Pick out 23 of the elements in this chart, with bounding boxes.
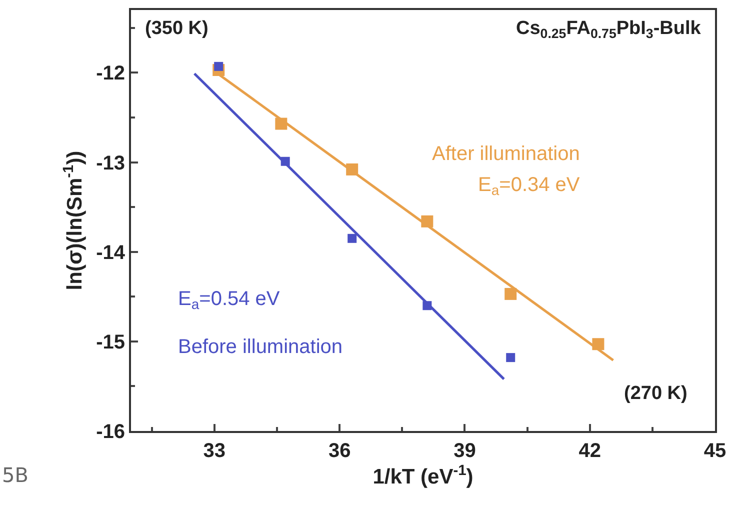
y-tick-label: -15 (96, 331, 125, 354)
text: Cs$_{0.25}$FA$_{0.75}$PbI$_{3}$-Bulk (516, 18, 702, 41)
x-axis-title: 1/kT (eV$^{-1}$) (372, 462, 474, 489)
point (506, 353, 516, 362)
y-tick-label: -12 (96, 62, 125, 85)
x-tick-label: 45 (704, 440, 726, 462)
annotation: E$_{a}$=0.54 eV (178, 288, 280, 312)
x-tick-label: 36 (328, 440, 351, 462)
annotation: Before illumination (178, 336, 343, 358)
annotation: (350 K) (145, 18, 208, 39)
y-tick-label: -13 (96, 152, 125, 174)
x-tick-label: 39 (454, 440, 476, 462)
y-tick-label: -14 (96, 242, 126, 264)
point (348, 234, 357, 243)
text: 5B (2, 463, 28, 487)
annotation: After illumination (432, 143, 580, 165)
point (214, 62, 224, 71)
y-tick-label: -16 (96, 421, 125, 443)
x-tick-label: 33 (203, 440, 226, 462)
annotation: E$_{a}$=0.34 eV (478, 174, 580, 198)
annotation: (270 K) (624, 383, 688, 404)
x-tick-label: 42 (578, 440, 601, 462)
point (504, 288, 517, 300)
